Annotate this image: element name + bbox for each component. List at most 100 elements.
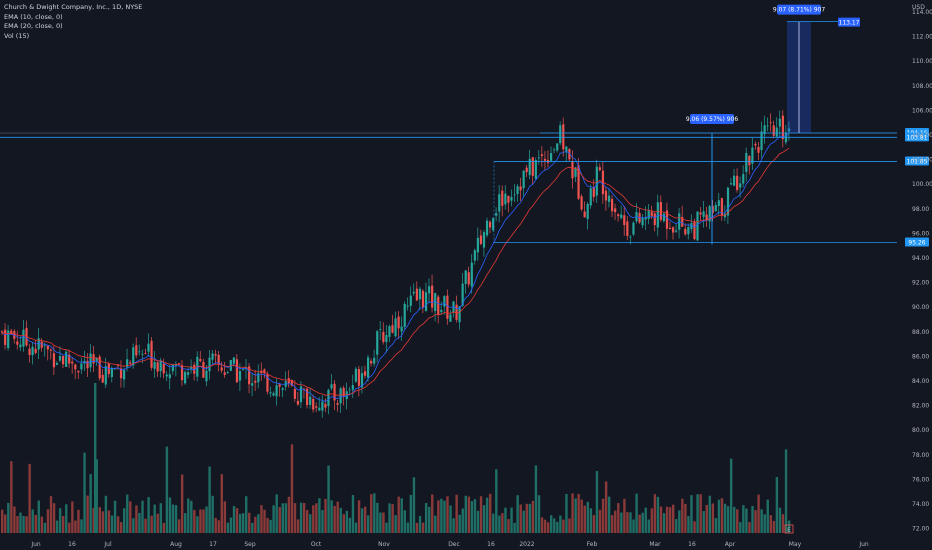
volume-bar bbox=[787, 520, 791, 533]
volume-bar bbox=[235, 508, 239, 533]
ema10-legend[interactable]: EMA (10, close, 0) bbox=[4, 12, 63, 21]
level-badge bbox=[905, 156, 929, 166]
candle-body bbox=[421, 290, 425, 308]
candle-body bbox=[760, 131, 763, 151]
volume-bar bbox=[485, 497, 489, 533]
candle-body bbox=[104, 366, 107, 385]
candle-body bbox=[574, 167, 577, 177]
candle-body bbox=[489, 221, 492, 228]
volume-bar bbox=[132, 518, 135, 533]
candle-body bbox=[287, 378, 290, 384]
volume-bar bbox=[321, 510, 324, 533]
level-label: 95.26 bbox=[908, 240, 925, 247]
candle-body bbox=[400, 326, 403, 332]
volume-bar bbox=[1, 509, 4, 533]
candle-body bbox=[647, 210, 650, 219]
volume-bar bbox=[522, 510, 525, 533]
time-tick: 16 bbox=[688, 541, 696, 548]
volume-bar bbox=[367, 515, 370, 533]
candle-body bbox=[415, 288, 418, 301]
time-axis[interactable]: Jun 16 Jul Aug 17 Sep Oct Nov Dec 16 2022 Feb Mar 16 A… bbox=[30, 541, 869, 548]
candle-body bbox=[342, 387, 345, 397]
candle-body bbox=[687, 227, 690, 235]
candle-body bbox=[144, 353, 147, 354]
volume-bar bbox=[354, 522, 358, 533]
candle-body bbox=[46, 345, 49, 350]
volume-bar bbox=[168, 497, 172, 533]
ema20-legend[interactable]: EMA (20, close, 0) bbox=[4, 22, 63, 30]
candle-body bbox=[95, 357, 98, 362]
volume-bar bbox=[659, 506, 663, 533]
volume-bar bbox=[22, 515, 25, 533]
price-tick: 108.00 bbox=[912, 83, 932, 90]
volume-bar bbox=[559, 515, 562, 533]
volume-bar bbox=[7, 502, 10, 533]
volume-bar bbox=[607, 496, 611, 533]
volume-bar bbox=[577, 493, 580, 533]
volume-legend[interactable]: Vol (15) bbox=[4, 31, 30, 40]
volume-bar bbox=[135, 505, 138, 533]
candle-body bbox=[113, 368, 117, 370]
candle-body bbox=[437, 296, 440, 315]
volume-bar bbox=[43, 522, 47, 533]
volume-bar bbox=[52, 503, 56, 533]
volume-bar bbox=[653, 494, 657, 533]
volume-bar bbox=[202, 509, 205, 533]
volume-bar bbox=[546, 522, 550, 533]
candle-body bbox=[336, 403, 339, 405]
candle-body bbox=[68, 354, 71, 364]
volume-bar bbox=[769, 515, 772, 533]
candle-body bbox=[556, 143, 559, 151]
price-tick: 80.00 bbox=[912, 427, 929, 434]
volume-bar bbox=[553, 518, 556, 533]
volume-bar bbox=[184, 513, 187, 533]
volume-bar bbox=[708, 495, 711, 533]
volume-bar bbox=[775, 477, 779, 533]
price-candles bbox=[1, 110, 791, 418]
volume-bar bbox=[187, 498, 190, 533]
volume-bar bbox=[733, 506, 736, 533]
volume-bar bbox=[342, 514, 345, 533]
candle-body bbox=[406, 305, 409, 307]
candle-body bbox=[540, 154, 544, 156]
candle-body bbox=[330, 384, 333, 389]
volume-bar bbox=[467, 496, 471, 533]
candle-body bbox=[672, 227, 675, 233]
candle-body bbox=[248, 366, 251, 385]
candle-body bbox=[275, 385, 278, 397]
candle-body bbox=[86, 360, 89, 369]
symbol-title[interactable]: Church & Dwight Company, Inc., 1D, NYSE bbox=[4, 3, 143, 11]
candle-body bbox=[52, 353, 56, 368]
volume-bar bbox=[220, 474, 223, 533]
time-tick: Jul bbox=[103, 541, 112, 548]
candle-body bbox=[531, 157, 534, 176]
candle-body bbox=[153, 361, 156, 369]
price-tick: 98.00 bbox=[912, 206, 929, 213]
candle-body bbox=[333, 383, 336, 401]
volume-bar bbox=[516, 495, 519, 533]
volume-bar bbox=[739, 522, 742, 533]
price-tick: 86.00 bbox=[912, 353, 929, 360]
price-axis[interactable]: USD 114.00 112.00 110.00 108.00 106.00 104.00… bbox=[912, 4, 932, 533]
candle-body bbox=[129, 362, 132, 364]
candle-body bbox=[629, 236, 632, 238]
candle-body bbox=[763, 125, 766, 135]
candle-body bbox=[482, 232, 486, 248]
candle-body bbox=[528, 158, 531, 176]
volume-bar bbox=[180, 474, 184, 533]
candle-body bbox=[665, 210, 669, 229]
candle-body bbox=[720, 198, 723, 216]
volume-bar bbox=[232, 506, 236, 533]
candle-body bbox=[257, 373, 260, 383]
volume-bar bbox=[171, 504, 175, 533]
candle-body bbox=[446, 295, 449, 319]
volume-bar bbox=[193, 510, 196, 533]
candle-body bbox=[434, 293, 437, 312]
measure-tools[interactable]: 9.06 (9.57%) 906 9.07 (8.71%) 907 113.17 E bbox=[686, 4, 860, 534]
volume-bar bbox=[199, 509, 202, 533]
volume-bar bbox=[626, 512, 629, 533]
target-badge bbox=[838, 17, 860, 27]
candle-body bbox=[80, 363, 83, 370]
